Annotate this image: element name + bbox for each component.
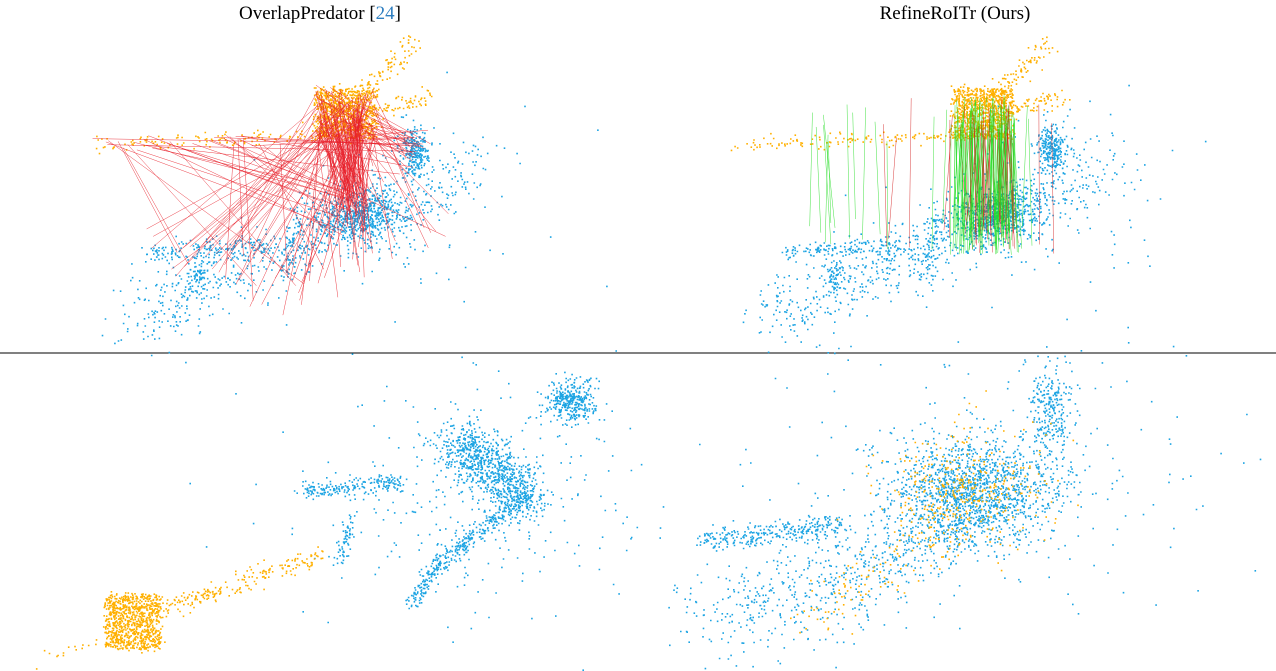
point-cloud: [96, 35, 433, 154]
title-text: RefineRoITr (Ours): [880, 3, 1031, 24]
correspondence: [875, 122, 880, 235]
correspondence: [847, 105, 850, 239]
point-cloud: [731, 37, 1071, 152]
title-text: ]: [395, 3, 401, 24]
point-cloud: [36, 546, 324, 669]
correspondence: [909, 98, 911, 247]
correspondence: [884, 124, 887, 246]
page: OverlapPredator [24] RefineRoITr (Ours) …: [0, 0, 1276, 671]
correspondence: [363, 96, 413, 151]
correspondence: [373, 92, 406, 159]
point-cloud: [189, 350, 770, 671]
correspondence: [128, 145, 257, 286]
correspondence: [1022, 106, 1027, 227]
correspondence: [853, 113, 856, 219]
correspondence: [889, 137, 897, 238]
panel-title: RefineRoITr (Ours): [880, 3, 1031, 24]
correspondence: [1039, 104, 1040, 244]
figure: OverlapPredator [24] RefineRoITr (Ours): [0, 0, 1276, 671]
correspondence: [118, 141, 177, 252]
correspondence: [108, 141, 303, 284]
correspondence: [238, 129, 331, 280]
correspondence: [862, 107, 865, 239]
correspondence: [816, 127, 821, 233]
correspondence: [250, 104, 344, 306]
panel-title: OverlapPredator [24]: [239, 3, 401, 24]
point-cloud: [668, 299, 1276, 671]
citation[interactable]: 24: [376, 3, 396, 24]
correspondence: [932, 117, 934, 250]
correspondence: [123, 148, 188, 264]
correspondence: [167, 143, 350, 200]
correspondence: [943, 110, 947, 224]
correspondence: [810, 113, 813, 227]
correspondence: [1028, 119, 1032, 246]
correspondence: [366, 130, 428, 135]
title-text: OverlapPredator [: [239, 3, 376, 24]
correspondence: [887, 141, 888, 249]
